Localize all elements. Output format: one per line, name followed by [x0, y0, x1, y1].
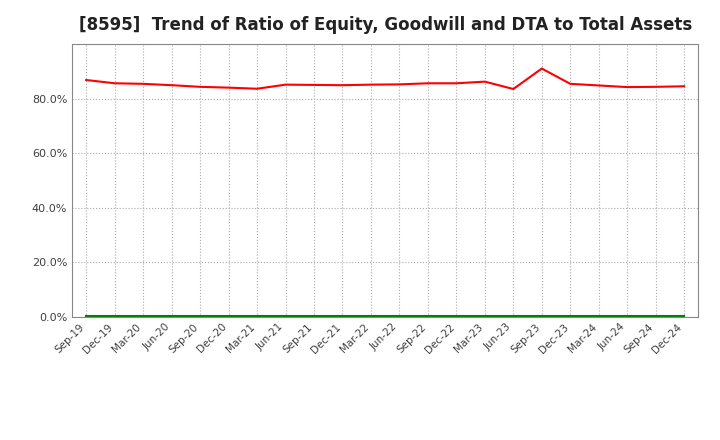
- Line: Equity: Equity: [86, 69, 684, 89]
- Goodwill: [366, 314, 375, 319]
- Goodwill: [480, 314, 489, 319]
- Equity: [196, 84, 204, 89]
- Deferred Tax Assets: [652, 313, 660, 319]
- Equity: [338, 83, 347, 88]
- Goodwill: [282, 314, 290, 319]
- Deferred Tax Assets: [595, 313, 603, 319]
- Equity: [366, 82, 375, 87]
- Equity: [110, 81, 119, 86]
- Goodwill: [509, 314, 518, 319]
- Deferred Tax Assets: [366, 313, 375, 319]
- Deferred Tax Assets: [566, 313, 575, 319]
- Equity: [566, 81, 575, 87]
- Goodwill: [225, 314, 233, 319]
- Title: [8595]  Trend of Ratio of Equity, Goodwill and DTA to Total Assets: [8595] Trend of Ratio of Equity, Goodwil…: [78, 16, 692, 34]
- Deferred Tax Assets: [509, 313, 518, 319]
- Deferred Tax Assets: [282, 313, 290, 319]
- Deferred Tax Assets: [338, 313, 347, 319]
- Deferred Tax Assets: [225, 313, 233, 319]
- Goodwill: [395, 314, 404, 319]
- Goodwill: [623, 314, 631, 319]
- Goodwill: [652, 314, 660, 319]
- Deferred Tax Assets: [537, 313, 546, 319]
- Deferred Tax Assets: [196, 313, 204, 319]
- Deferred Tax Assets: [623, 313, 631, 319]
- Goodwill: [338, 314, 347, 319]
- Equity: [480, 79, 489, 84]
- Equity: [395, 82, 404, 87]
- Equity: [452, 81, 461, 86]
- Goodwill: [82, 314, 91, 319]
- Equity: [310, 82, 318, 88]
- Equity: [167, 83, 176, 88]
- Equity: [595, 83, 603, 88]
- Deferred Tax Assets: [139, 313, 148, 319]
- Deferred Tax Assets: [423, 313, 432, 319]
- Deferred Tax Assets: [452, 313, 461, 319]
- Deferred Tax Assets: [82, 313, 91, 319]
- Equity: [139, 81, 148, 87]
- Equity: [652, 84, 660, 89]
- Deferred Tax Assets: [167, 313, 176, 319]
- Goodwill: [167, 314, 176, 319]
- Goodwill: [566, 314, 575, 319]
- Goodwill: [537, 314, 546, 319]
- Deferred Tax Assets: [310, 313, 318, 319]
- Legend: Equity, Goodwill, Deferred Tax Assets: Equity, Goodwill, Deferred Tax Assets: [200, 438, 570, 440]
- Goodwill: [139, 314, 148, 319]
- Deferred Tax Assets: [110, 313, 119, 319]
- Equity: [82, 77, 91, 83]
- Equity: [623, 84, 631, 90]
- Equity: [282, 82, 290, 87]
- Equity: [537, 66, 546, 71]
- Equity: [680, 84, 688, 89]
- Equity: [225, 85, 233, 90]
- Goodwill: [595, 314, 603, 319]
- Goodwill: [680, 314, 688, 319]
- Equity: [509, 86, 518, 92]
- Deferred Tax Assets: [253, 313, 261, 319]
- Deferred Tax Assets: [480, 313, 489, 319]
- Goodwill: [310, 314, 318, 319]
- Goodwill: [110, 314, 119, 319]
- Deferred Tax Assets: [395, 313, 404, 319]
- Equity: [253, 86, 261, 92]
- Goodwill: [196, 314, 204, 319]
- Goodwill: [253, 314, 261, 319]
- Deferred Tax Assets: [680, 313, 688, 319]
- Goodwill: [452, 314, 461, 319]
- Equity: [423, 81, 432, 86]
- Goodwill: [423, 314, 432, 319]
